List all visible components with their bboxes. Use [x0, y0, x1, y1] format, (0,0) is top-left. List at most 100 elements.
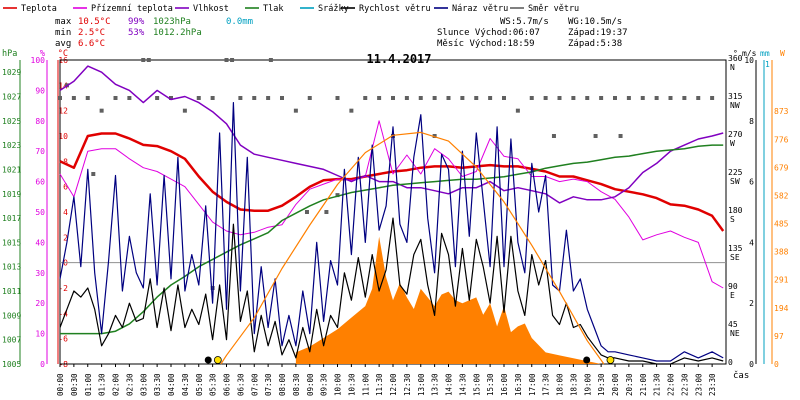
wind-speed-unit: m/s [742, 49, 757, 58]
wind-direction-point [551, 134, 556, 138]
wind-direction-point [307, 96, 312, 100]
humidity-axis-tick-label: 70 [35, 147, 45, 156]
wind-direction-point [432, 96, 437, 100]
wind-speed-tick-label: 10 [744, 56, 754, 65]
stat-min-label: min [55, 28, 71, 38]
wind-dir-compass-label: SW [730, 177, 740, 186]
humidity-axis-tick-label: 10 [35, 330, 45, 339]
wind-direction-point [58, 96, 62, 100]
wind-dir-compass-label: E [730, 291, 735, 300]
wind-direction-point [446, 96, 451, 100]
x-tick-label: 22:30 [680, 373, 689, 396]
pressure-axis-tick-label: 1019 [2, 190, 21, 199]
x-tick-label: 23:30 [708, 373, 717, 396]
series-line-Teplota [59, 132, 725, 232]
x-tick-label: 11:00 [361, 373, 370, 396]
series-line-Rychlost větru [59, 217, 724, 365]
pressure-axis-tick-label: 1015 [2, 238, 21, 247]
wind-direction-point [640, 96, 645, 100]
x-tick-label: 14:30 [458, 373, 467, 396]
legend-label: Směr větru [528, 4, 579, 14]
temperature-axis-tick-label: 4 [63, 208, 68, 217]
wind-direction-point [377, 96, 382, 100]
pressure-axis-tick-label: 1025 [2, 117, 21, 126]
wind-direction-point [266, 96, 271, 100]
x-tick-label: 15:00 [472, 373, 481, 396]
wind-direction-point [474, 96, 479, 100]
stat-wind-gust: WG:10.5m/s [568, 17, 622, 27]
wind-dir-unit: ° [733, 49, 738, 58]
wind-direction-point [571, 96, 576, 100]
x-tick-label: 00:00 [56, 373, 65, 396]
series-line-Solární záření [220, 131, 605, 365]
temperature-axis-tick-label: 6 [63, 183, 68, 192]
x-tick-label: 16:30 [514, 373, 523, 396]
solar-tick-label: 194 [774, 304, 789, 313]
wind-direction-point [404, 96, 409, 100]
wind-direction-point [224, 58, 229, 62]
wind-dir-tick-label: 0 [728, 358, 733, 367]
wind-direction-point [515, 108, 520, 113]
x-tick-label: 14:00 [445, 373, 454, 396]
temperature-axis-tick-label: 14 [58, 81, 68, 90]
pressure-axis-tick-label: 1027 [2, 92, 21, 101]
solar-tick-label: 0 [774, 360, 779, 369]
stat-max-label: max [55, 17, 72, 27]
stat-max-press: 1023hPa [153, 17, 191, 27]
sunset-marker [606, 356, 615, 364]
wind-dir-compass-label: SE [730, 253, 740, 262]
wind-speed-tick-label: 2 [749, 299, 754, 308]
x-tick-label: 13:30 [431, 373, 440, 396]
wind-speed-tick-label: 6 [749, 178, 754, 187]
x-tick-label: 23:00 [694, 373, 703, 396]
wind-direction-point [599, 96, 604, 100]
wind-dir-compass-label: NE [730, 329, 740, 338]
legend-label: Teplota [21, 4, 57, 14]
wind-direction-point [335, 193, 340, 198]
wind-direction-point [280, 96, 284, 100]
x-tick-label: 02:00 [112, 373, 121, 396]
wind-direction-point [557, 96, 562, 100]
moonrise-marker [583, 356, 591, 364]
x-tick-label: 10:00 [334, 373, 343, 396]
pressure-axis-tick-label: 1013 [2, 263, 21, 272]
pressure-axis-tick-label: 1029 [2, 68, 21, 77]
solar-tick-label: 388 [774, 248, 789, 257]
wind-direction-point [668, 96, 673, 100]
wind-direction-point [182, 108, 187, 113]
stat-min-temp: 2.5°C [78, 28, 105, 38]
sunrise-marker [213, 356, 222, 364]
legend-label: Vlhkost [193, 4, 229, 14]
x-tick-label: 07:00 [250, 373, 259, 396]
wind-direction-point [432, 134, 437, 138]
humidity-axis-unit: % [40, 49, 45, 59]
x-tick-label: 12:30 [403, 373, 412, 396]
wind-direction-point [335, 96, 340, 100]
x-tick-label: 16:00 [500, 373, 509, 396]
legend-label: Srážky [318, 4, 349, 14]
x-tick-label: 05:30 [209, 373, 218, 396]
wind-direction-point [113, 96, 118, 100]
x-tick-label: 10:30 [347, 373, 356, 396]
wind-direction-point [654, 96, 659, 100]
x-tick-label: 09:00 [306, 373, 315, 396]
pressure-axis-unit: hPa [2, 49, 17, 59]
x-tick-label: 03:00 [139, 373, 148, 396]
wind-direction-point [710, 96, 715, 100]
solar-tick-label: 582 [774, 191, 789, 200]
humidity-axis-tick-label: 80 [35, 117, 45, 126]
wind-dir-tick-label: 180 [728, 206, 743, 215]
wind-direction-point [304, 210, 309, 214]
temperature-axis-tick-label: 10 [58, 132, 68, 141]
chart-title: 11.4.2017 [366, 52, 431, 66]
humidity-axis-tick-label: 30 [35, 269, 45, 278]
legend-label: Náraz větru [452, 4, 508, 14]
humidity-axis-tick-label: 20 [35, 299, 45, 308]
pressure-axis-tick-label: 1007 [2, 336, 21, 345]
x-tick-label: 05:00 [195, 373, 204, 396]
wind-direction-point [391, 96, 395, 100]
wind-direction-point [230, 58, 235, 62]
wind-direction-point [71, 96, 76, 100]
stat-max-temp: 10.5°C [78, 17, 111, 27]
